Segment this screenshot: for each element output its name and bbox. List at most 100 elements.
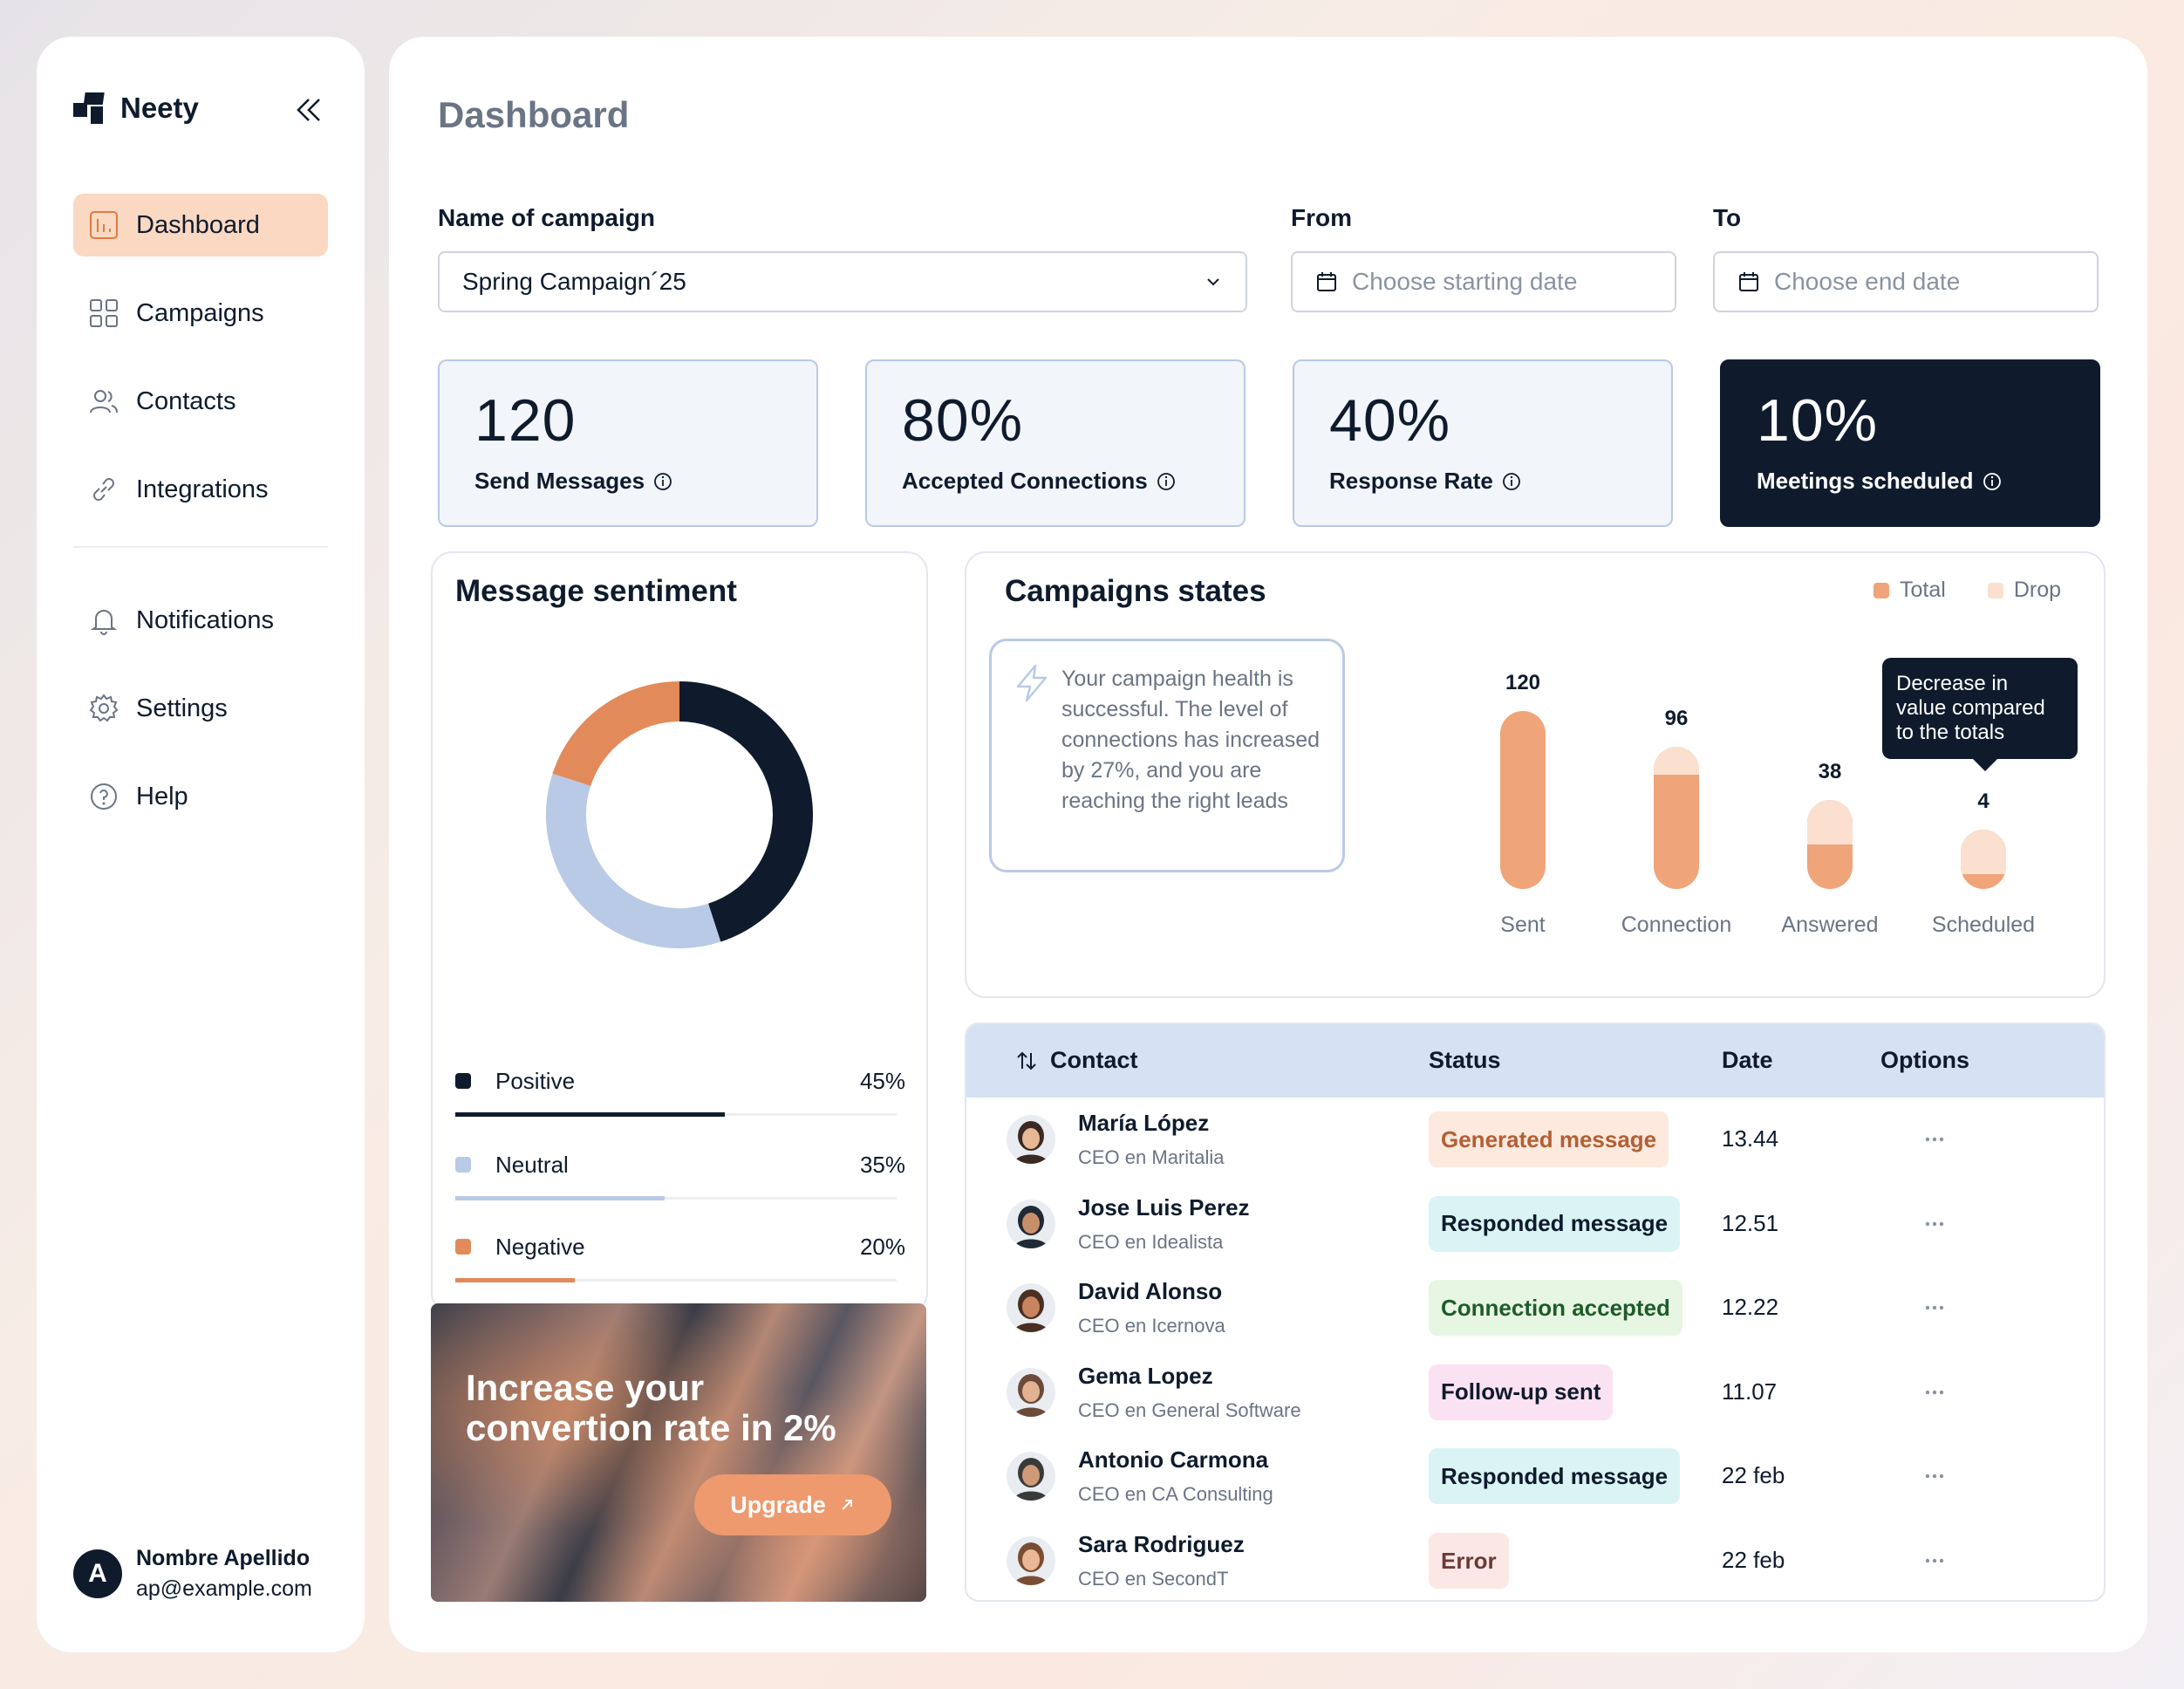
sidebar-item-campaigns[interactable]: Campaigns	[73, 282, 328, 345]
legend-track	[455, 1279, 897, 1282]
chart-square-icon	[90, 211, 118, 239]
promo-line-2: convertion rate in 2%	[466, 1407, 836, 1448]
campaign-states-legend: Total Drop	[1873, 578, 2061, 603]
table-row[interactable]: David Alonso CEO en Icernova Connection ac…	[966, 1266, 2104, 1350]
legend-swatch	[455, 1073, 471, 1089]
column-header-status[interactable]: Status	[1429, 1047, 1501, 1074]
bar-value-label: 4	[1977, 790, 1989, 813]
info-icon[interactable]	[653, 472, 672, 491]
table-row[interactable]: Antonio Carmona CEO en CA Consulting Respo…	[966, 1434, 2104, 1518]
contact-company: CEO en Maritalia	[1078, 1146, 1225, 1168]
bar-group-answered: 38 Answered	[1743, 553, 1917, 972]
contact-date: 12.51	[1722, 1209, 1779, 1236]
link-icon	[93, 478, 114, 501]
user-email: ap@example.com	[136, 1576, 312, 1601]
to-date-input[interactable]: Choose end date	[1713, 251, 2099, 312]
stat-value: 120	[474, 387, 577, 454]
more-options-icon[interactable]	[1917, 1207, 1952, 1241]
bar-answered	[1807, 800, 1853, 889]
info-icon[interactable]	[1502, 472, 1521, 491]
bar-drop-segment	[1654, 746, 1699, 776]
more-options-icon[interactable]	[1917, 1375, 1952, 1410]
legend-label: Negative	[495, 1234, 585, 1260]
arrow-up-right-icon	[842, 1500, 852, 1510]
stat-value: 40%	[1329, 387, 1451, 454]
sidebar-nav: Dashboard Campaigns Contacts	[73, 194, 328, 853]
from-date-placeholder: Choose starting date	[1352, 268, 1578, 295]
column-header-label: Options	[1880, 1047, 1969, 1073]
legend-label: Positive	[495, 1068, 576, 1094]
stat-value: 10%	[1757, 387, 1879, 454]
contact-name[interactable]: Sara Rodriguez	[1078, 1531, 1245, 1557]
donut-slice-positive	[679, 681, 813, 942]
legend-label: Total	[1900, 578, 1946, 602]
more-options-icon[interactable]	[1917, 1459, 1952, 1494]
from-date-input[interactable]: Choose starting date	[1291, 251, 1676, 312]
bar-drop-segment	[1807, 800, 1853, 844]
from-field-label: From	[1291, 204, 1352, 231]
more-options-icon[interactable]	[1917, 1122, 1952, 1157]
upgrade-button[interactable]: Upgrade	[694, 1474, 891, 1535]
collapse-sidebar-icon[interactable]	[290, 91, 328, 129]
to-field-label: To	[1713, 204, 1742, 231]
column-header-label: Status	[1429, 1047, 1501, 1073]
legend-item-drop: Drop	[1987, 578, 2061, 603]
column-header-date[interactable]: Date	[1722, 1047, 1773, 1074]
promo-line-1: Increase your	[466, 1367, 705, 1408]
legend-swatch	[1987, 582, 2003, 598]
campaign-select[interactable]: Spring Campaign´25	[438, 251, 1247, 312]
legend-swatch	[1873, 582, 1889, 598]
column-header-contact[interactable]: Contact	[1015, 1047, 1138, 1074]
info-icon[interactable]	[1983, 472, 2002, 491]
contact-name[interactable]: Gema Lopez	[1078, 1362, 1213, 1389]
app-name: Neety	[120, 92, 199, 124]
contact-name[interactable]: Jose Luis Perez	[1078, 1193, 1250, 1221]
chevron-down-icon	[1207, 278, 1219, 286]
user-profile[interactable]: A Nombre Apellido ap@example.com	[73, 1546, 312, 1602]
contact-date: 11.07	[1722, 1378, 1778, 1405]
table-row[interactable]: Gema Lopez CEO en General Software Follow-…	[966, 1351, 2104, 1434]
stat-card-send-messages: 120 Send Messages	[438, 359, 818, 527]
contact-name[interactable]: David Alonso	[1078, 1278, 1223, 1305]
sidebar-item-notifications[interactable]: Notifications	[73, 589, 328, 652]
status-badge: Responded message	[1429, 1448, 1681, 1505]
sidebar-item-contacts[interactable]: Contacts	[73, 370, 328, 433]
stat-value: 80%	[902, 387, 1024, 454]
bar-group-connection: 96 Connection	[1589, 553, 1764, 972]
table-row[interactable]: Jose Luis Perez CEO en Idealista Responded…	[966, 1182, 2104, 1266]
bar-category-label: Scheduled	[1931, 913, 2036, 937]
calendar-icon	[1739, 272, 1758, 291]
stat-label: Send Messages	[474, 468, 645, 494]
contact-date: 22 feb	[1722, 1547, 1785, 1573]
sentiment-card: Message sentiment Positive 45% Neutral 3…	[431, 551, 928, 1314]
legend-bar	[455, 1196, 665, 1200]
contact-company: CEO en SecondT	[1078, 1568, 1229, 1590]
contact-name[interactable]: Antonio Carmona	[1078, 1446, 1269, 1474]
contact-name[interactable]: María López	[1078, 1110, 1210, 1136]
app-logo[interactable]: Neety	[73, 91, 199, 126]
table-row[interactable]: Sara Rodriguez CEO en SecondT Error 22 feb	[966, 1519, 2104, 1600]
more-options-icon[interactable]	[1917, 1290, 1952, 1325]
column-header-label: Date	[1722, 1047, 1773, 1073]
bar-scheduled	[1961, 830, 2006, 889]
contact-company: CEO en General Software	[1078, 1398, 1301, 1421]
more-options-icon[interactable]	[1917, 1543, 1952, 1578]
sidebar-item-settings[interactable]: Settings	[73, 677, 328, 740]
stat-card-accepted-connections: 80% Accepted Connections	[865, 359, 1246, 527]
sidebar-item-dashboard[interactable]: Dashboard	[73, 194, 328, 256]
sidebar-item-label: Integrations	[136, 475, 269, 503]
table-header: Contact Status Date Options	[966, 1024, 2104, 1098]
info-icon[interactable]	[1157, 472, 1176, 491]
status-badge: Error	[1429, 1533, 1509, 1589]
sidebar-item-integrations[interactable]: Integrations	[73, 458, 328, 521]
sentiment-title: Message sentiment	[455, 574, 737, 608]
sidebar-item-help[interactable]: Help	[73, 765, 328, 828]
bar-group-scheduled: 4 Scheduled	[1896, 553, 2071, 972]
table-row[interactable]: María López CEO en Maritalia Generated mes…	[966, 1098, 2104, 1181]
contact-company: CEO en Icernova	[1078, 1315, 1225, 1337]
users-icon	[90, 390, 118, 414]
legend-percent: 45%	[859, 1068, 905, 1094]
legend-swatch	[455, 1239, 471, 1255]
donut-slice-neutral	[546, 773, 721, 948]
main-panel: Dashboard Name of campaign Spring Campai…	[389, 37, 2147, 1652]
